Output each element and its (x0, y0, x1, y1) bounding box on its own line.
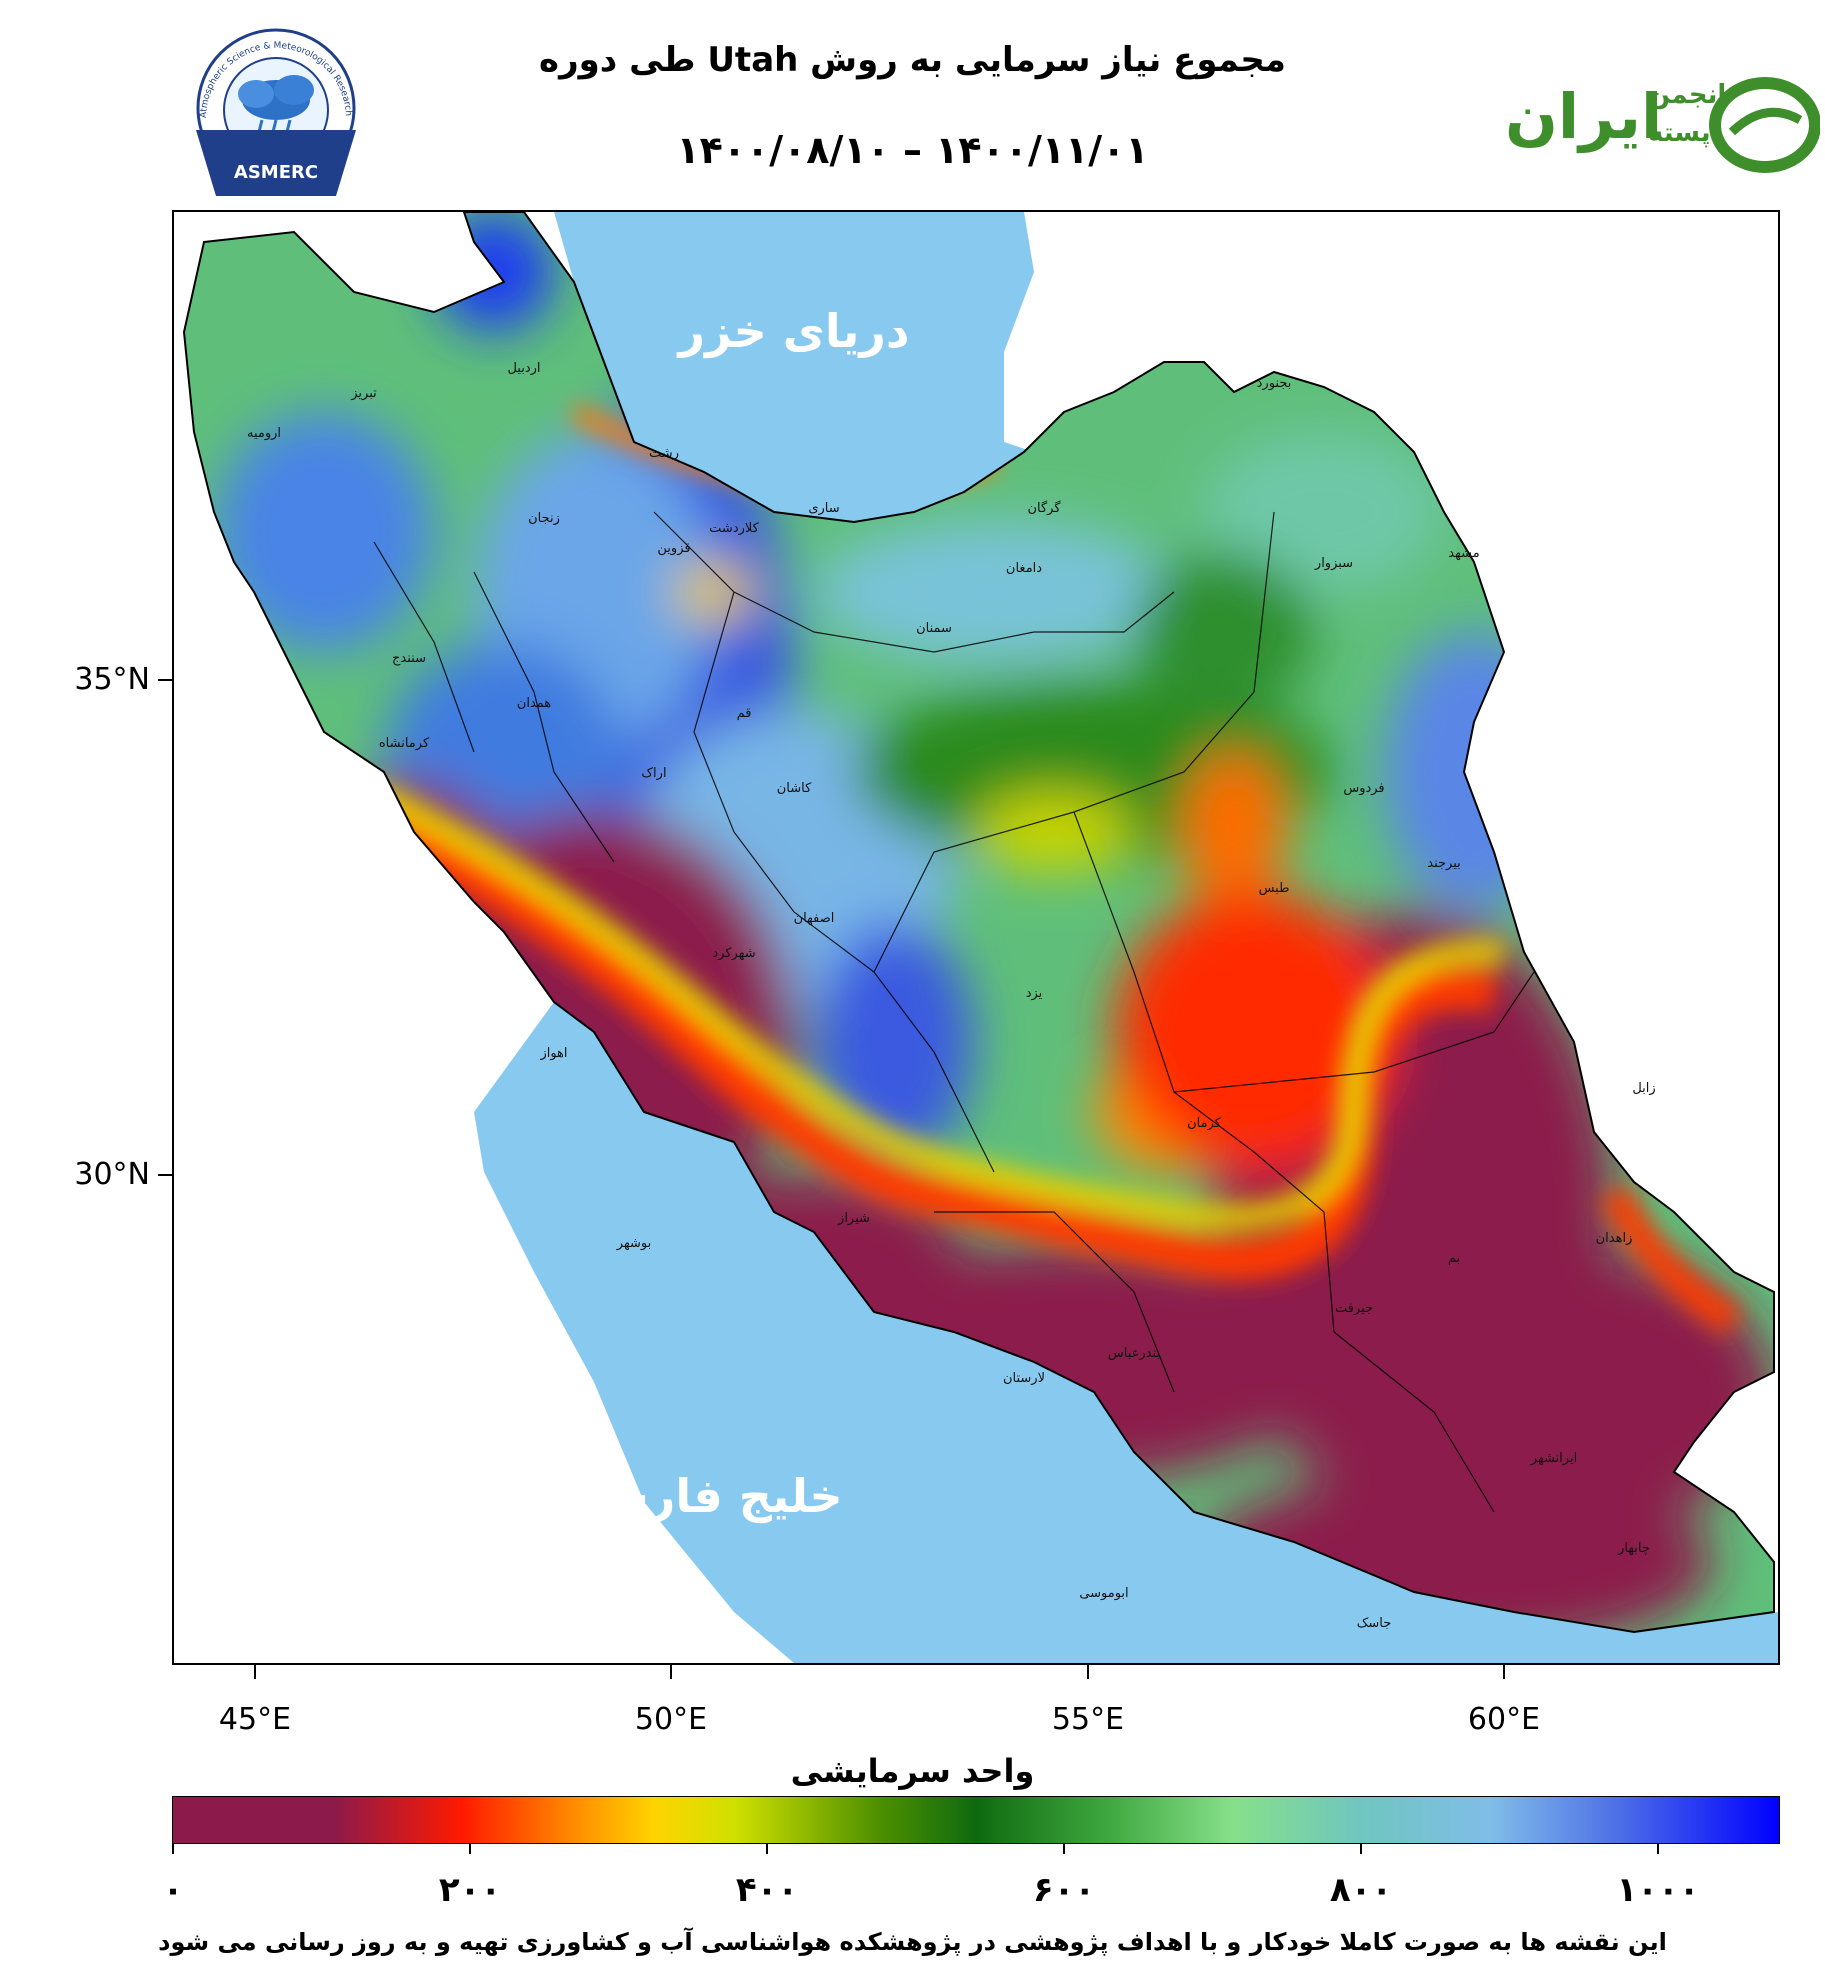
city-label: شهرکرد (712, 946, 755, 961)
cb-tick-400 (766, 1844, 768, 1854)
lat-label-35: 35°N (74, 662, 150, 697)
city-label: اردبیل (507, 361, 540, 376)
map-frame: دریای خزر خلیج فارس تبریز اردبیل ارومیه … (172, 210, 1780, 1665)
city-label: ارومیه (247, 426, 281, 441)
lat-tick-35 (158, 679, 172, 681)
city-label: لارستان (1003, 1371, 1045, 1386)
pistachio-association-logo (1500, 70, 1821, 180)
city-label: کرمانشاه (379, 736, 430, 751)
city-label: اهواز (539, 1046, 567, 1061)
lat-label-30: 30°N (74, 1157, 150, 1192)
city-label: ایرانشهر (1530, 1451, 1577, 1466)
lon-tick-60 (1503, 1665, 1505, 1679)
cb-tick-600 (1063, 1844, 1065, 1854)
cb-tick-200 (469, 1844, 471, 1854)
cb-tick-0 (172, 1844, 174, 1854)
city-label: بجنورد (1257, 376, 1292, 391)
caspian-sea (554, 212, 1034, 522)
cb-label-800: ۸۰۰ (1329, 1870, 1393, 1910)
lon-tick-45 (254, 1665, 256, 1679)
cb-label-200: ۲۰۰ (438, 1870, 502, 1910)
cb-label-1000: ۱۰۰۰ (1616, 1870, 1700, 1910)
pistachio-logo-line2: پسته (1648, 118, 1711, 148)
city-label: بیرجند (1427, 856, 1461, 871)
city-label: زاهدان (1596, 1231, 1633, 1246)
city-label: اراک (641, 766, 666, 781)
city-label: سمنان (916, 621, 952, 636)
city-label: زنجان (528, 511, 560, 526)
cb-label-0: ۰ (162, 1870, 184, 1910)
lon-tick-50 (670, 1665, 672, 1679)
city-label: طبس (1259, 881, 1290, 896)
city-label: بندرعباس (1108, 1346, 1160, 1361)
city-label: جیرفت (1335, 1301, 1373, 1316)
city-label: گرگان (1027, 500, 1061, 516)
cb-label-400: ۴۰۰ (735, 1870, 799, 1910)
city-label: بم (1448, 1251, 1460, 1266)
city-label: رشت (649, 446, 679, 461)
map-period: ۱۴۰۰/۰۸/۱۰ – ۱۴۰۰/۱۱/۰۱ (676, 128, 1149, 172)
city-label: قم (737, 706, 752, 721)
legend-title: واحد سرمایشی (790, 1752, 1035, 1790)
colorbar (172, 1796, 1780, 1844)
city-label: همدان (517, 696, 551, 711)
cb-label-600: ۶۰۰ (1032, 1870, 1096, 1910)
city-label: چابهار (1617, 1541, 1650, 1556)
persian-gulf-label: خلیج فارس (585, 1469, 842, 1523)
lon-tick-55 (1087, 1665, 1089, 1679)
lon-label-50: 50°E (634, 1702, 708, 1737)
city-label: ساری (808, 501, 839, 516)
lon-label-60: 60°E (1467, 1702, 1541, 1737)
caspian-sea-label: دریای خزر (676, 304, 909, 358)
city-label: قزوین (657, 541, 690, 556)
lat-tick-30 (158, 1174, 172, 1176)
footer-note: این نقشه ها به صورت کاملا خودکار و با اه… (158, 1928, 1667, 1956)
city-label: کاشان (777, 781, 812, 796)
city-label: کلاردشت (709, 521, 759, 536)
city-label: دامغان (1006, 561, 1042, 576)
city-label: شیراز (837, 1211, 870, 1226)
city-label: تبریز (350, 386, 377, 401)
lon-label-55: 55°E (1051, 1702, 1125, 1737)
city-label: کرمان (1187, 1116, 1222, 1131)
city-labels: تبریز اردبیل ارومیه رشت زنجان قزوین سمنا… (247, 361, 1656, 1631)
city-label: بوشهر (616, 1236, 651, 1251)
map-title: مجموع نیاز سرمایی به روش Utah طی دوره (539, 40, 1286, 80)
city-label: مشهد (1448, 546, 1479, 561)
city-label: سنندج (392, 651, 426, 666)
city-label: ابوموسی (1079, 1586, 1128, 1601)
city-label: جاسک (1357, 1616, 1392, 1631)
city-label: اصفهان (794, 911, 835, 926)
pistachio-logo-word: ایران (1505, 80, 1663, 153)
pistachio-logo-line1: انجمن (1648, 80, 1727, 110)
asmerc-logo: Atmospheric Science & Meteorological Res… (173, 11, 376, 198)
city-label: سبزوار (1314, 556, 1353, 571)
iran-map: دریای خزر خلیج فارس تبریز اردبیل ارومیه … (174, 212, 1778, 1663)
cb-tick-1000 (1657, 1844, 1659, 1854)
city-label: یزد (1026, 986, 1043, 1001)
asmerc-abbr: ASMERC (234, 162, 318, 183)
lon-label-45: 45°E (218, 1702, 292, 1737)
persian-gulf (474, 1002, 1778, 1663)
city-label: فردوس (1343, 781, 1384, 796)
city-label: زابل (1632, 1081, 1655, 1096)
cb-tick-800 (1360, 1844, 1362, 1854)
